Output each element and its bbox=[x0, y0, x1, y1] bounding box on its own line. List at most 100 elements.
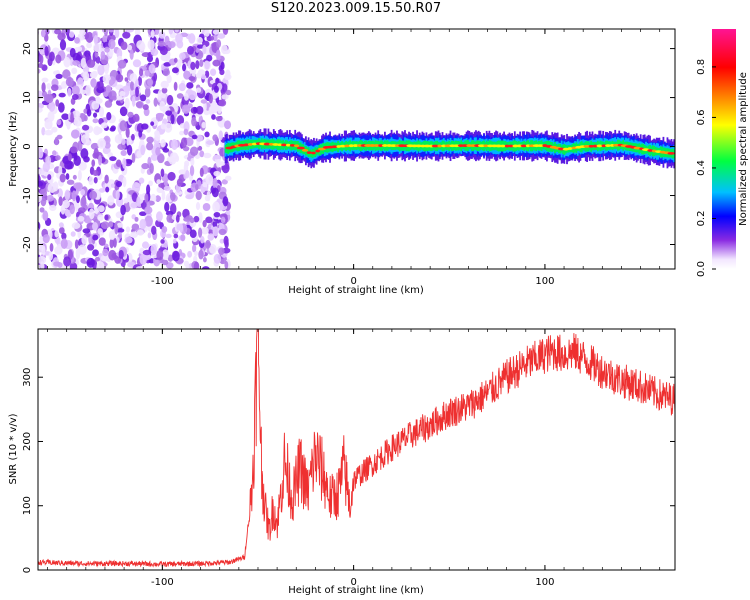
noise-blob bbox=[62, 199, 70, 209]
noise-blob bbox=[97, 80, 104, 91]
track-core bbox=[315, 149, 320, 153]
noise-blob bbox=[161, 249, 169, 261]
track-core bbox=[293, 144, 300, 148]
track-core bbox=[601, 144, 607, 148]
noise-blob bbox=[58, 227, 65, 234]
noise-blob bbox=[78, 161, 87, 171]
noise-blob bbox=[134, 182, 141, 188]
snr-y-tick-label: 200 bbox=[22, 432, 33, 451]
track-core bbox=[596, 144, 603, 148]
noise-blob bbox=[59, 39, 67, 51]
noise-blob bbox=[129, 48, 134, 60]
noise-blob bbox=[102, 146, 111, 155]
noise-blob bbox=[88, 208, 95, 220]
noise-blob bbox=[54, 136, 59, 146]
noise-blob bbox=[77, 46, 83, 52]
noise-blob bbox=[197, 227, 203, 238]
noise-blob bbox=[135, 101, 143, 108]
noise-blob bbox=[224, 260, 229, 269]
noise-blob bbox=[155, 146, 161, 156]
noise-blob bbox=[92, 221, 99, 231]
noise-blob bbox=[105, 85, 112, 93]
noise-blob bbox=[176, 59, 182, 68]
noise-blob bbox=[216, 198, 224, 204]
noise-blob bbox=[146, 136, 154, 144]
noise-blob bbox=[188, 33, 196, 44]
noise-blob bbox=[142, 249, 152, 256]
track-core bbox=[352, 144, 359, 147]
noise-blob bbox=[168, 29, 174, 35]
noise-blob bbox=[205, 216, 213, 224]
noise-blob bbox=[188, 90, 197, 101]
noise-blob bbox=[51, 126, 58, 133]
noise-blob bbox=[157, 41, 166, 47]
noise-blob bbox=[68, 31, 75, 38]
noise-blob bbox=[105, 186, 110, 193]
noise-blob bbox=[120, 41, 128, 51]
noise-blob bbox=[162, 147, 170, 153]
noise-blob bbox=[109, 156, 117, 162]
noise-blob bbox=[104, 46, 110, 53]
track-band bbox=[224, 145, 227, 153]
noise-region bbox=[38, 29, 232, 269]
noise-blob bbox=[55, 54, 62, 64]
noise-blob bbox=[86, 59, 96, 68]
noise-blob bbox=[108, 230, 116, 240]
track-core bbox=[344, 144, 351, 148]
noise-blob bbox=[139, 94, 147, 102]
noise-blob bbox=[107, 34, 116, 42]
noise-blob bbox=[97, 64, 105, 76]
spectrogram-frame bbox=[37, 28, 676, 270]
noise-blob bbox=[223, 235, 229, 246]
noise-blob bbox=[167, 41, 176, 49]
noise-blob bbox=[201, 227, 209, 235]
noise-blob bbox=[179, 223, 184, 233]
noise-blob bbox=[41, 245, 46, 256]
noise-blob bbox=[163, 62, 172, 67]
noise-blob bbox=[193, 107, 198, 113]
snr-y-tick-label: 0 bbox=[22, 567, 33, 573]
noise-blob bbox=[192, 244, 197, 253]
snr-x-tick-label: 100 bbox=[535, 577, 554, 588]
noise-blob bbox=[102, 248, 109, 257]
noise-blob bbox=[146, 55, 154, 63]
noise-blob bbox=[210, 102, 218, 112]
noise-blob bbox=[49, 243, 54, 252]
noise-blob bbox=[77, 169, 82, 181]
noise-blob bbox=[117, 59, 127, 69]
spectrogram-y-tick-label: -20 bbox=[22, 236, 33, 252]
noise-blob bbox=[133, 113, 140, 122]
noise-blob bbox=[87, 244, 95, 251]
noise-blob bbox=[134, 216, 139, 222]
noise-blob bbox=[91, 159, 96, 167]
noise-blob bbox=[48, 251, 54, 261]
noise-blob bbox=[42, 161, 50, 173]
noise-blob bbox=[132, 59, 142, 68]
noise-blob bbox=[194, 250, 199, 256]
noise-blob bbox=[69, 262, 78, 269]
spectrogram-x-tick-label: -100 bbox=[151, 276, 174, 287]
spectrogram-y-tick-label: 0 bbox=[22, 143, 33, 149]
track-band bbox=[314, 147, 317, 158]
noise-blob bbox=[130, 202, 138, 209]
noise-blob bbox=[140, 123, 149, 130]
noise-blob bbox=[54, 246, 63, 255]
noise-blob bbox=[104, 100, 113, 108]
noise-blob bbox=[135, 266, 145, 269]
noise-blob bbox=[148, 258, 155, 264]
noise-blob bbox=[71, 190, 77, 202]
track-core bbox=[243, 143, 249, 147]
signal-track bbox=[222, 128, 675, 169]
noise-blob bbox=[48, 51, 55, 62]
noise-blob bbox=[159, 100, 166, 112]
noise-blob bbox=[219, 161, 226, 166]
noise-blob bbox=[100, 254, 109, 262]
noise-blob bbox=[147, 78, 153, 87]
noise-blob bbox=[166, 214, 174, 223]
noise-blob bbox=[99, 106, 105, 118]
noise-blob bbox=[217, 33, 226, 39]
noise-blob bbox=[165, 210, 174, 216]
noise-blob bbox=[212, 226, 219, 237]
noise-blob bbox=[211, 187, 219, 198]
noise-blob bbox=[130, 231, 138, 238]
